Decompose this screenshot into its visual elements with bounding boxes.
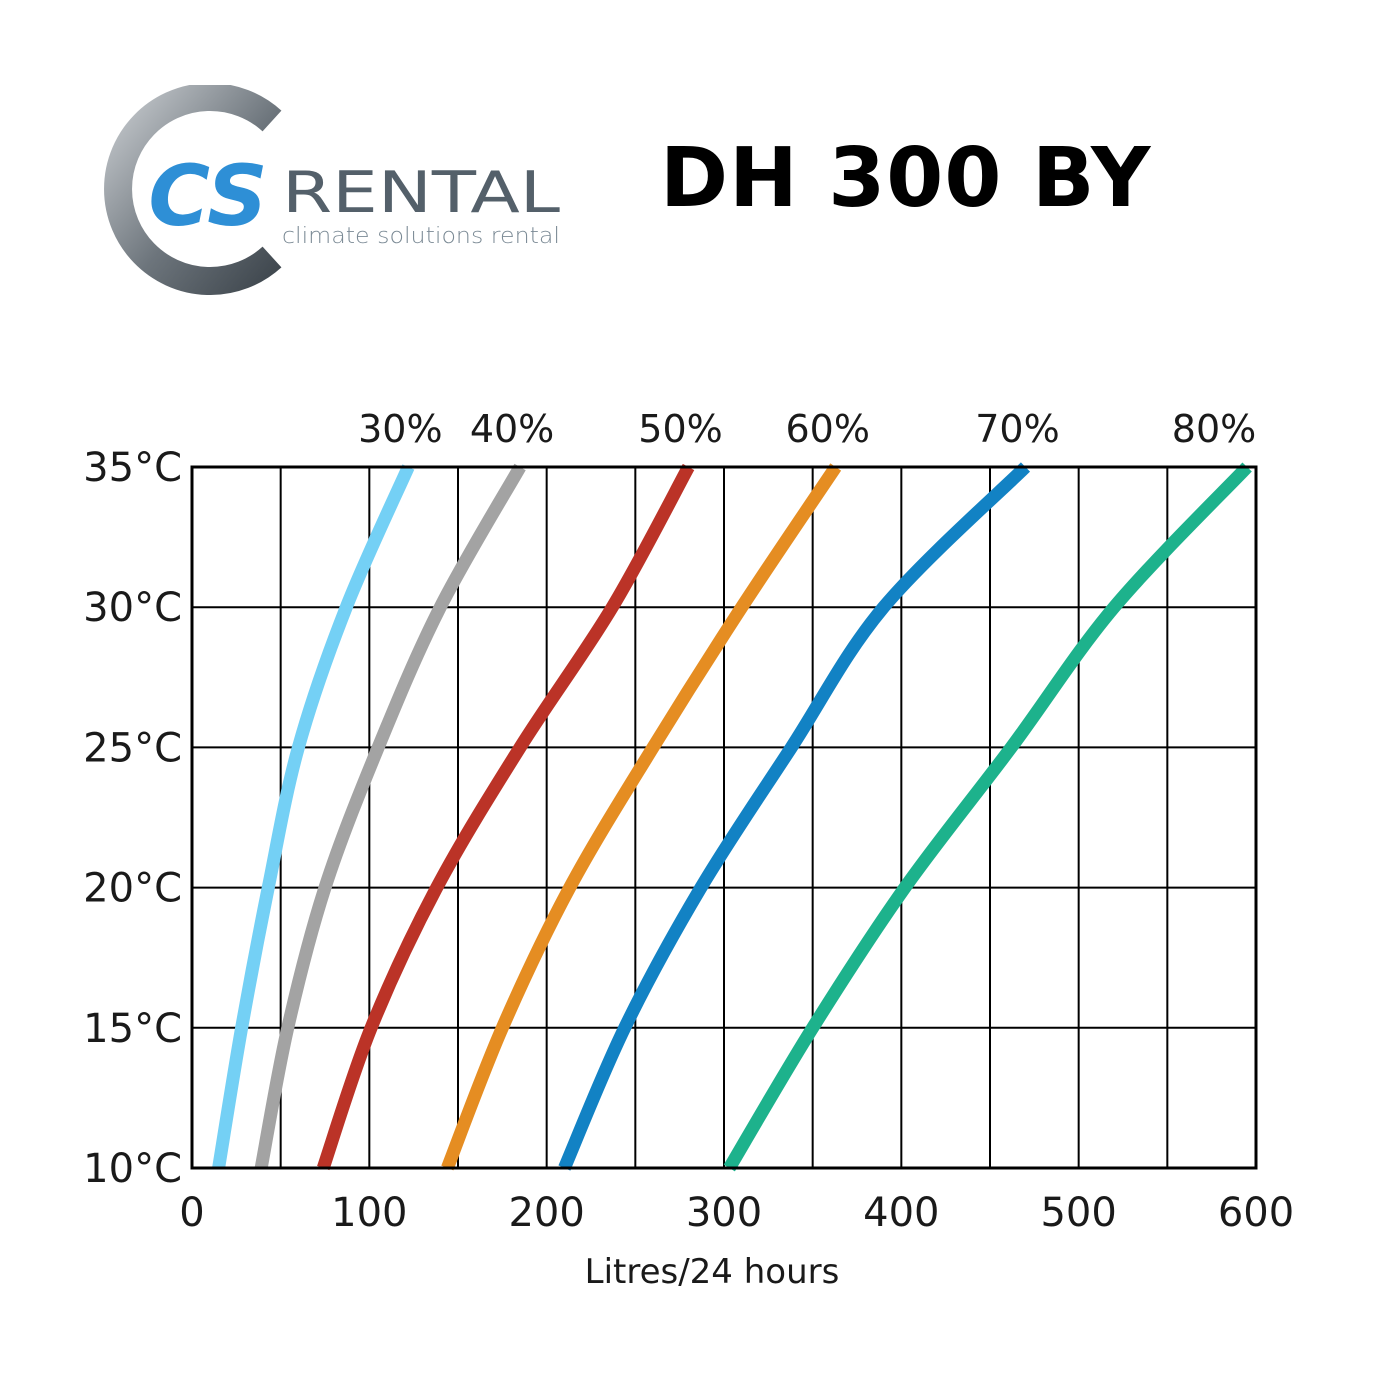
series-line-50pct: [317, 463, 695, 1171]
y-tick-label: 35°C: [83, 445, 182, 491]
y-tick-label: 15°C: [83, 1006, 182, 1052]
x-tick-label: 400: [863, 1190, 939, 1236]
series-line-60pct: [441, 463, 842, 1171]
chart-labels: 30% 40% 50% 60% 70% 80% 10°C 15°C 20°C 25°C 30°C 35…: [83, 407, 1294, 1292]
series-line-30pct: [212, 464, 415, 1170]
chart-frame: [190, 465, 1258, 1170]
logo-c-ring-icon: [104, 85, 282, 295]
x-tick-label: 100: [331, 1190, 407, 1236]
series-line-80pct: [723, 462, 1252, 1172]
series-label: 50%: [638, 407, 722, 451]
series-line-70pct: [558, 462, 1031, 1171]
y-tick-label: 30°C: [83, 585, 182, 631]
x-tick-label: 0: [179, 1190, 204, 1236]
logo-brand-name: RENTAL: [282, 160, 560, 226]
brand-logo: CS RENTAL climate solutions rental: [104, 85, 560, 295]
x-tick-label: 200: [508, 1190, 584, 1236]
x-tick-label: 600: [1218, 1190, 1294, 1236]
x-tick-label: 500: [1040, 1190, 1116, 1236]
model-title: DH 300 BY: [660, 131, 1152, 226]
plot-frame: [190, 465, 1258, 1170]
y-tick-label: 25°C: [83, 725, 182, 771]
series-label: 80%: [1172, 407, 1256, 451]
series-label: 30%: [358, 407, 442, 451]
series-label: 60%: [785, 407, 869, 451]
y-tick-label: 20°C: [83, 866, 182, 912]
x-tick-label: 300: [686, 1190, 762, 1236]
chart-series: [212, 462, 1252, 1172]
x-axis-label: Litres/24 hours: [585, 1252, 840, 1292]
logo-letters: CS: [148, 147, 267, 245]
y-tick-label: 10°C: [83, 1146, 182, 1192]
series-label: 40%: [470, 407, 554, 451]
logo-tagline: climate solutions rental: [282, 224, 560, 249]
series-label: 70%: [975, 407, 1059, 451]
series-line-40pct: [254, 463, 526, 1170]
